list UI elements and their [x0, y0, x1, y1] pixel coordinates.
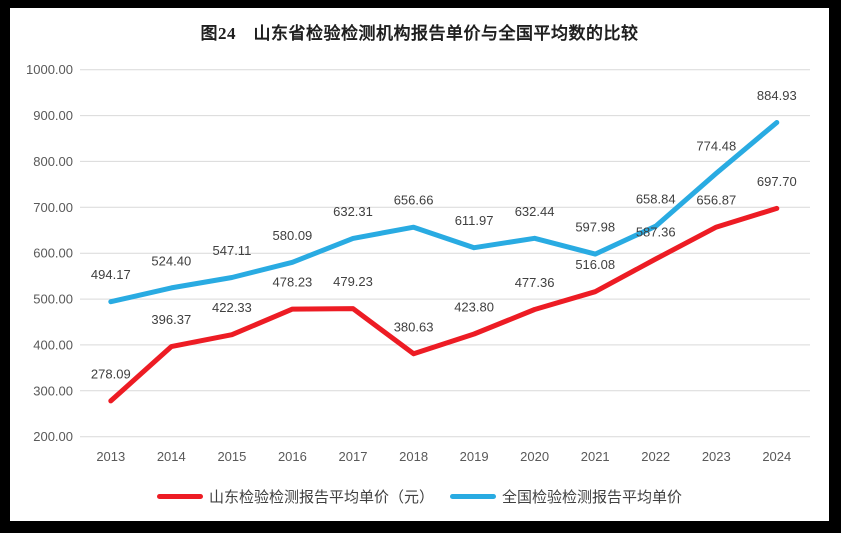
data-label: 422.33	[212, 300, 252, 315]
data-label: 658.84	[636, 192, 676, 207]
data-label: 587.36	[636, 225, 676, 240]
legend-swatch-shandong	[156, 493, 203, 499]
data-label: 477.36	[515, 275, 555, 290]
x-tick-label: 2021	[581, 449, 610, 464]
x-tick-label: 2024	[762, 449, 791, 464]
data-label: 524.40	[151, 253, 191, 268]
legend-swatch-national	[450, 493, 496, 499]
y-tick-label: 800.00	[33, 154, 73, 169]
x-tick-label: 2023	[702, 449, 731, 464]
data-label: 597.98	[575, 220, 615, 235]
data-label: 380.63	[394, 319, 434, 334]
y-tick-label: 1000.00	[26, 62, 73, 77]
legend-item-shandong: 山东检验检测报告平均单价（元）	[156, 486, 434, 507]
data-label: 697.70	[757, 174, 797, 189]
legend-label-shandong: 山东检验检测报告平均单价（元）	[208, 488, 434, 506]
y-tick-label: 600.00	[33, 246, 73, 261]
data-label: 516.08	[575, 257, 615, 272]
x-tick-label: 2015	[217, 449, 246, 464]
data-label: 547.11	[213, 243, 252, 258]
data-label: 396.37	[151, 312, 191, 327]
data-label: 884.93	[757, 88, 797, 103]
data-label: 632.44	[515, 204, 555, 219]
y-tick-label: 300.00	[33, 383, 73, 398]
data-label: 632.31	[333, 204, 373, 219]
x-tick-label: 2020	[520, 449, 549, 464]
data-label: 479.23	[333, 274, 373, 289]
data-label: 494.17	[91, 267, 131, 282]
data-label: 278.09	[91, 366, 131, 381]
chart-title: 图24 山东省检验检测机构报告单价与全国平均数的比较	[200, 24, 639, 43]
x-tick-label: 2017	[339, 449, 368, 464]
x-tick-label: 2019	[460, 449, 489, 464]
data-label: 423.80	[454, 300, 494, 315]
series-line	[108, 120, 780, 305]
x-tick-label: 2018	[399, 449, 428, 464]
data-label: 478.23	[273, 275, 313, 290]
x-tick-label: 2022	[641, 449, 670, 464]
x-tick-label: 2016	[278, 449, 307, 464]
legend-label-national: 全国检验检测报告平均单价	[502, 488, 683, 506]
series-line	[108, 205, 780, 404]
data-label: 656.87	[696, 193, 736, 208]
y-tick-label: 700.00	[33, 200, 73, 215]
x-tick-label: 2014	[157, 449, 186, 464]
chart-frame: 图24 山东省检验检测机构报告单价与全国平均数的比较 200.00 300.00 4…	[10, 8, 829, 521]
y-tick-label: 900.00	[33, 108, 73, 123]
y-tick-label: 200.00	[33, 429, 73, 444]
data-label: 774.48	[696, 139, 736, 154]
chart-legend: 山东检验检测报告平均单价（元） 全国检验检测报告平均单价	[10, 485, 829, 507]
x-tick-label: 2013	[96, 449, 125, 464]
data-label: 611.97	[455, 213, 494, 228]
data-label: 656.66	[394, 193, 434, 208]
legend-item-national: 全国检验检测报告平均单价	[450, 486, 682, 507]
data-label: 580.09	[273, 228, 313, 243]
y-tick-label: 400.00	[33, 337, 73, 352]
y-tick-label: 500.00	[33, 292, 73, 307]
